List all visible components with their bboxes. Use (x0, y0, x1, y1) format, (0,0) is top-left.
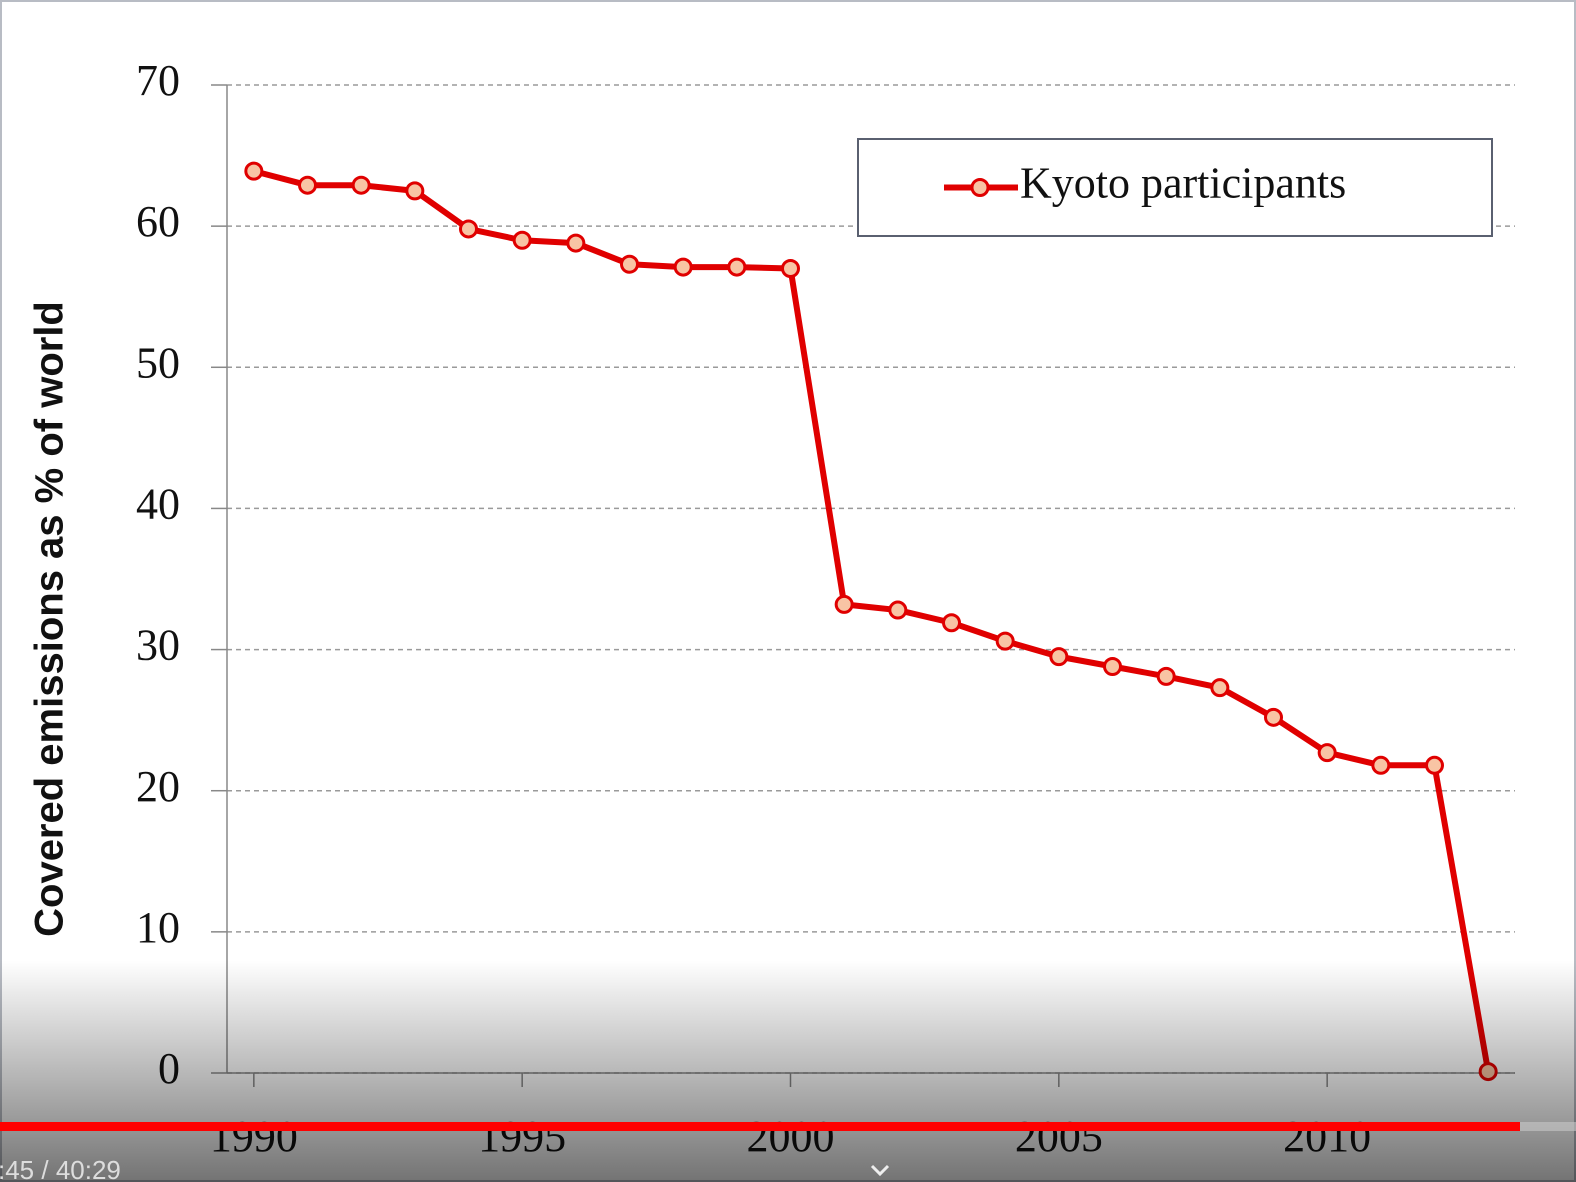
chevron[interactable] (870, 1164, 890, 1177)
legend-label: Kyoto participants (1020, 159, 1346, 208)
data-point (727, 257, 747, 277)
data-point (781, 258, 800, 278)
data-point (1425, 755, 1444, 775)
data-point (888, 600, 908, 620)
data-point (1210, 678, 1230, 698)
data-point (405, 181, 425, 201)
data-point (351, 175, 371, 195)
y-tick-label: 30 (136, 621, 180, 670)
legend-box (857, 138, 1493, 237)
legend: Kyoto participants (857, 138, 1493, 237)
y-tick-label: 60 (136, 197, 180, 246)
y-tick-label: 20 (136, 762, 180, 811)
time-display: :45 / 40:29 (0, 1155, 121, 1182)
data-point (1103, 657, 1122, 677)
player-shade (0, 960, 1576, 1182)
data-point (1264, 707, 1283, 727)
y-tick-label: 40 (136, 480, 180, 529)
data-point (673, 257, 693, 277)
data-point (995, 631, 1015, 651)
data-point (1049, 647, 1069, 667)
data-point (942, 613, 961, 633)
data-point (566, 233, 586, 253)
data-point (459, 219, 478, 239)
data-point (512, 230, 532, 250)
data-point (1317, 743, 1337, 763)
progress-bar[interactable] (0, 1122, 1520, 1131)
y-tick-label: 10 (136, 903, 180, 952)
data-point (244, 161, 264, 181)
y-tick-label: 70 (136, 56, 180, 105)
legend-marker (970, 178, 990, 197)
data-point (620, 254, 639, 274)
y-tick-label: 50 (136, 338, 180, 387)
data-point (1156, 666, 1176, 686)
data-point (1371, 755, 1391, 775)
data-point (298, 175, 317, 195)
data-line (253, 168, 1492, 1073)
data-point (834, 594, 854, 614)
y-axis-label: Covered emissions as % of world (28, 301, 72, 937)
